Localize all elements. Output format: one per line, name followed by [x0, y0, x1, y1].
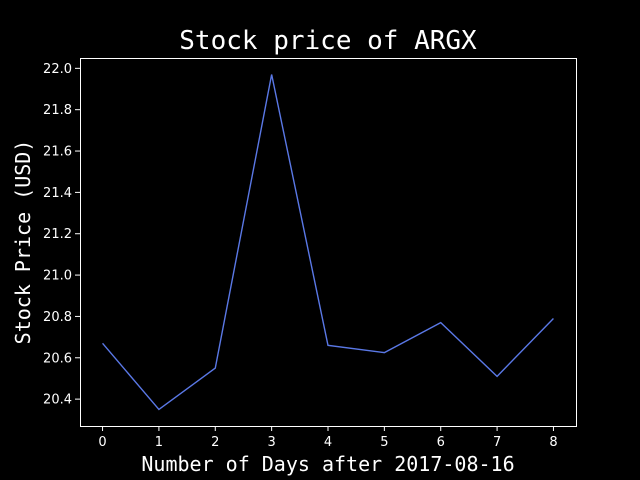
y-tick-label: 21.0 — [43, 269, 72, 284]
y-tick-label: 20.6 — [43, 351, 72, 366]
y-tick-label: 21.4 — [43, 186, 72, 201]
y-axis-label: Stock Price (USD) — [11, 140, 35, 345]
y-axis-ticks: 20.4 20.6 20.8 21.0 21.2 21.4 21.6 21.8 22.0 — [43, 62, 80, 408]
series-line — [102, 74, 554, 411]
x-tick-label: 5 — [380, 435, 388, 450]
x-tick-label: 1 — [155, 435, 163, 450]
y-tick-label: 20.8 — [43, 310, 72, 325]
y-tick-label: 21.8 — [43, 103, 72, 118]
x-tick-label: 0 — [98, 435, 106, 450]
y-tick-label: 21.6 — [43, 145, 72, 160]
y-tick-label: 22.0 — [43, 62, 72, 77]
x-axis-label: Number of Days after 2017-08-16 — [141, 452, 514, 476]
x-tick-label: 6 — [437, 435, 445, 450]
series-layer — [102, 74, 554, 411]
chart-title: Stock price of ARGX — [179, 26, 477, 56]
y-tick-label: 20.4 — [43, 393, 72, 408]
x-tick-label: 3 — [267, 435, 275, 450]
x-tick-label: 7 — [493, 435, 501, 450]
y-tick-label: 21.2 — [43, 227, 72, 242]
x-axis-ticks: 0 1 2 3 4 5 6 7 8 — [98, 426, 558, 450]
x-tick-label: 2 — [211, 435, 219, 450]
plot-frame — [80, 58, 577, 427]
x-tick-label: 8 — [549, 435, 557, 450]
x-tick-label: 4 — [324, 435, 332, 450]
